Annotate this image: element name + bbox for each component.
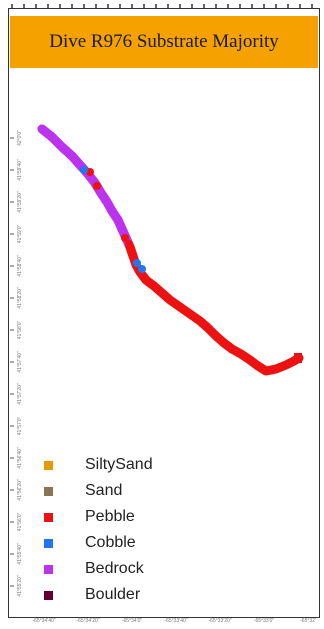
latitude-tick-label: 41°58'20" (17, 287, 23, 309)
track-end-marker (294, 353, 302, 363)
latitude-tick-label: 41°59'0" (17, 224, 23, 243)
latitude-tick-label: 41°59'20" (17, 191, 23, 213)
legend-item: Pebble (44, 504, 153, 530)
latitude-tick-label: 41°58'40" (17, 255, 23, 277)
legend-swatch (44, 460, 53, 470)
longitude-tick-label: -65°34'0" (122, 618, 143, 624)
legend-swatch (44, 512, 53, 522)
longitude-tick-label: -65°32' (300, 618, 316, 624)
map-title: Dive R976 Substrate Majority (49, 31, 279, 52)
dive-track (37, 124, 304, 376)
legend-swatch (44, 486, 53, 496)
cobble-point (80, 166, 88, 174)
cobble-point (138, 265, 146, 273)
latitude-tick-label: 41°59'40" (17, 159, 23, 181)
latitude-tick-label: 41°56'0" (17, 512, 23, 531)
latitude-tick-label: 41°56'20" (17, 479, 23, 501)
legend-label: SiltySand (85, 456, 153, 473)
top-tick-marks (11, 4, 313, 9)
latitude-tick-label: 41°58'0" (17, 320, 23, 339)
cobble-point (133, 259, 141, 267)
latitude-tick-label: 41°56'40" (17, 447, 23, 469)
longitude-tick-label: -65°34'40" (32, 618, 55, 624)
longitude-tick-label: -65°33'0" (254, 618, 275, 624)
legend-label: Cobble (85, 534, 136, 551)
legend-swatch (44, 564, 53, 574)
latitude-tick-label: 42°0'0" (17, 130, 23, 146)
legend-label: Bedrock (85, 560, 144, 577)
legend-item: Boulder (44, 582, 153, 608)
title-banner: Dive R976 Substrate Majority (10, 16, 318, 68)
legend-label: Boulder (85, 586, 141, 603)
latitude-tick-label: 41°57'40" (17, 351, 23, 373)
longitude-tick-label: -65°34'20" (76, 618, 99, 624)
latitude-labels: 42°0'0" 41°59'40" 41°59'20" 41°59'0" 41°58'4… (10, 130, 23, 597)
legend-item: Sand (44, 478, 153, 504)
longitude-labels: -65°34'40" -65°34'20" -65°34'0" -65°33'40" -… (32, 618, 315, 624)
track-segment (125, 242, 138, 261)
legend-item: Cobble (44, 530, 153, 556)
latitude-tick-label: 41°57'20" (17, 383, 23, 405)
legend-label: Sand (85, 482, 123, 499)
legend-swatch (44, 590, 53, 600)
legend: SiltySand Sand Pebble Cobble Bedrock Boulder (44, 452, 153, 608)
map-frame (8, 8, 320, 618)
legend-swatch (44, 538, 53, 548)
latitude-tick-label: 41°55'40" (17, 543, 23, 565)
longitude-tick-label: -65°33'40" (164, 618, 187, 624)
pebble-point (125, 240, 133, 248)
longitude-tick-label: -65°33'20" (208, 618, 231, 624)
latitude-tick-label: 41°55'20" (17, 575, 23, 597)
pebble-point (93, 182, 101, 190)
legend-item: Bedrock (44, 556, 153, 582)
legend-item: SiltySand (44, 452, 153, 478)
pebble-point (121, 234, 129, 242)
latitude-tick-label: 41°57'0" (17, 416, 23, 435)
legend-label: Pebble (85, 508, 135, 525)
